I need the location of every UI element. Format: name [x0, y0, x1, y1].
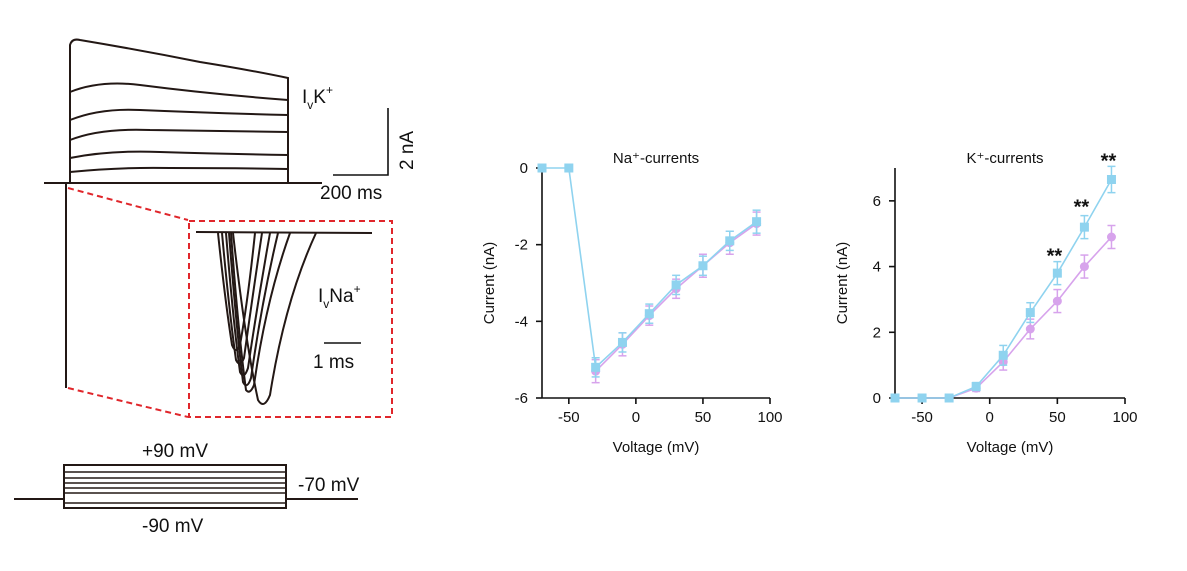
protocol-hold-label: -70 mV — [298, 475, 360, 496]
na-inset: IvNa+ 1 ms — [67, 187, 393, 418]
inset-connector-top — [67, 187, 189, 221]
data-point — [591, 362, 601, 372]
k-current-traces — [44, 38, 322, 388]
data-point — [1079, 262, 1089, 272]
x-tick-label: 0 — [986, 409, 994, 426]
protocol-top-label: +90 mV — [142, 441, 208, 462]
significance-annotation: ** — [1074, 196, 1090, 218]
series-line — [895, 236, 1113, 399]
y-tick-label: 0 — [873, 390, 881, 407]
data-point — [1025, 324, 1035, 334]
voltage-protocol: +90 mV -70 mV -90 mV — [14, 441, 360, 537]
data-point — [725, 236, 735, 246]
data-point — [917, 393, 927, 403]
data-point — [537, 163, 547, 173]
data-point — [890, 393, 900, 403]
data-point — [998, 350, 1008, 360]
y-axis-label: Current (nA) — [834, 242, 851, 325]
inset-scale-time-label: 1 ms — [313, 352, 354, 373]
y-tick-label: 2 — [873, 324, 881, 341]
significance-annotation: ** — [1101, 150, 1117, 172]
series-0 — [890, 224, 1116, 403]
x-tick-label: 50 — [695, 409, 712, 426]
na-trace-label: IvNa+ — [318, 282, 361, 311]
scale-current-label: 2 nA — [397, 131, 418, 170]
data-point — [944, 393, 954, 403]
na-current-traces — [195, 231, 373, 405]
data-point — [698, 261, 708, 271]
series-line — [542, 167, 758, 369]
series-1 — [890, 165, 1116, 403]
protocol-bottom-label: -90 mV — [142, 516, 204, 537]
data-point — [617, 337, 627, 347]
significance-annotation: ** — [1047, 246, 1063, 268]
series-0 — [591, 211, 762, 384]
data-point — [752, 217, 762, 227]
data-point — [1106, 232, 1116, 242]
k-iv-chart: -50 0 50 100 0 2 4 6 Voltage (mV) Current (nA) K⁺-… — [834, 150, 1138, 456]
x-tick-label: -50 — [558, 409, 580, 426]
data-point — [1025, 308, 1035, 318]
data-point — [971, 382, 981, 391]
data-point — [1052, 268, 1062, 278]
scale-bar: 2 nA 200 ms — [320, 108, 418, 204]
x-tick-label: -50 — [911, 409, 933, 426]
y-tick-label: -6 — [515, 390, 528, 407]
y-axis-label: Current (nA) — [481, 242, 498, 325]
data-point — [644, 309, 654, 319]
data-point — [1079, 222, 1089, 232]
chart-title: Na⁺-currents — [613, 150, 699, 167]
x-axis-label: Voltage (mV) — [967, 439, 1054, 456]
na-iv-chart: -50 0 50 100 0 -2 -4 -6 Voltage (mV) Current (nA)… — [481, 150, 783, 456]
scale-time-label: 200 ms — [320, 183, 382, 204]
y-tick-label: 4 — [873, 259, 881, 276]
series-1 — [537, 163, 762, 378]
data-point — [564, 163, 574, 173]
y-tick-label: 6 — [873, 193, 881, 210]
x-axis-label: Voltage (mV) — [613, 439, 700, 456]
data-point — [1052, 296, 1062, 306]
x-tick-label: 0 — [632, 409, 640, 426]
inset-connector-bottom — [67, 387, 189, 418]
y-tick-label: 0 — [520, 160, 528, 177]
x-tick-label: 100 — [757, 409, 782, 426]
inset-border — [188, 220, 393, 418]
x-tick-label: 50 — [1049, 409, 1066, 426]
k-trace-label: IvK+ — [302, 83, 333, 112]
data-point — [671, 280, 681, 290]
x-tick-label: 100 — [1112, 409, 1137, 426]
data-point — [1106, 175, 1116, 184]
chart-title: K⁺-currents — [966, 150, 1043, 167]
y-tick-label: -4 — [515, 313, 528, 330]
y-tick-label: -2 — [515, 237, 528, 254]
